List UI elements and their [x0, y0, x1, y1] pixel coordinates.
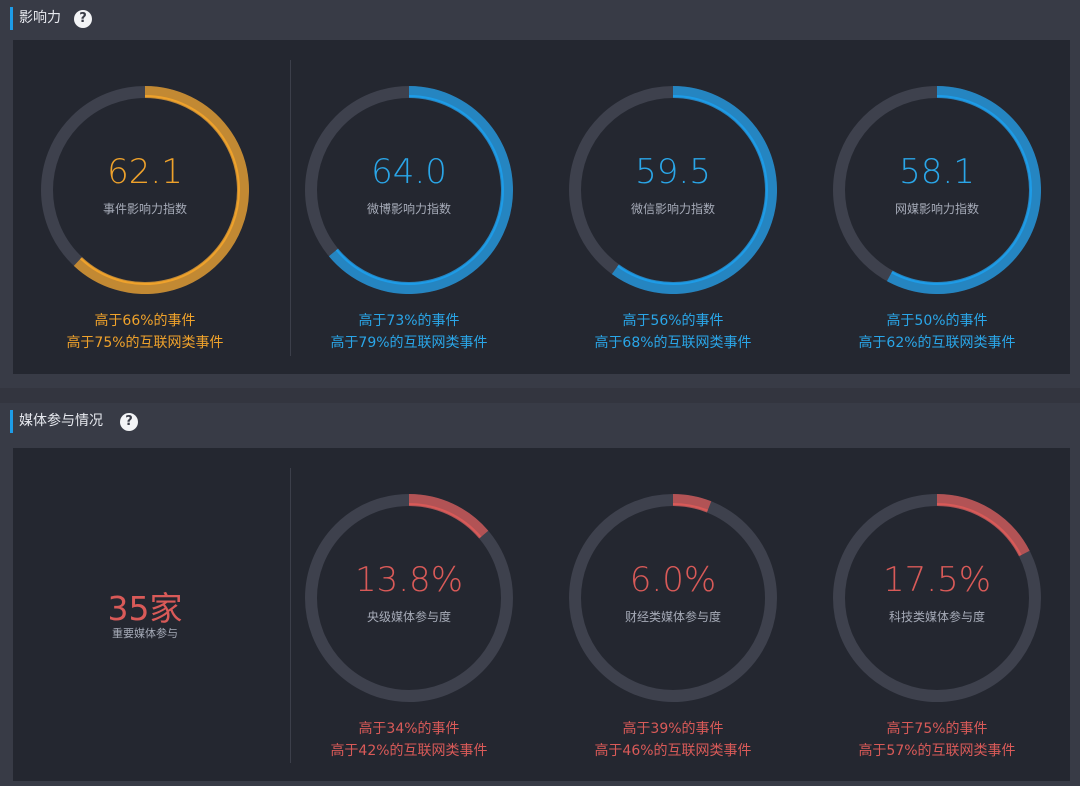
gauge-label: 事件影响力指数 — [102, 202, 187, 216]
influence-title: 影响力 — [19, 10, 61, 26]
gauge-card: 17.5% 科技类媒体参与度 高于75%的事件高于57%的互联网类事件 — [805, 494, 1069, 764]
influence-header: 影响力 ? — [0, 0, 1080, 40]
gauge-ring — [41, 86, 249, 294]
gauge-value: 64.0 — [371, 152, 447, 192]
gauge-arc-highlight — [891, 95, 1032, 285]
media-count-label: 重要媒体参与 — [112, 627, 178, 640]
gauge-value: 6.0% — [629, 560, 717, 600]
divider — [290, 468, 291, 763]
gauge-arc-highlight — [335, 95, 504, 285]
gauge-percentile-internet: 高于57%的互联网类事件 — [858, 743, 1016, 759]
gauge-card: 13.8% 央级媒体参与度 高于34%的事件高于42%的互联网类事件 — [277, 494, 541, 764]
influence-section: 影响力 ? 62.1 事件影响力指数 高于66%的事件高于75%的互联网类事件 64.… — [0, 0, 1080, 388]
gauge-card: 62.1 事件影响力指数 高于66%的事件高于75%的互联网类事件 — [13, 86, 277, 356]
gauge-arc — [73, 86, 249, 294]
gauge-percentile-events: 高于56%的事件 — [622, 313, 724, 329]
gauge-value: 17.5% — [882, 560, 991, 600]
section-accent-bar — [10, 7, 13, 30]
gauge-card: 6.0% 财经类媒体参与度 高于39%的事件高于46%的互联网类事件 — [541, 494, 805, 764]
divider — [290, 60, 291, 356]
gauge-arc — [672, 494, 712, 513]
gauge-percentile-internet: 高于42%的互联网类事件 — [330, 743, 488, 759]
gauge-arc-highlight — [79, 95, 240, 285]
gauge-arc — [936, 494, 1030, 557]
gauge-value: 58.1 — [899, 152, 975, 192]
gauge-card: 59.5 微信影响力指数 高于56%的事件高于68%的互联网类事件 — [541, 86, 805, 356]
media-section: 媒体参与情况 ? 35家 重要媒体参与 13.8% 央级媒体参与度 高于34%的事件… — [0, 403, 1080, 786]
gauge-percentile-events: 高于75%的事件 — [886, 721, 988, 737]
gauge-label: 网媒影响力指数 — [894, 202, 979, 216]
gauge-ring — [305, 86, 513, 294]
gauge-percentile-internet: 高于46%的互联网类事件 — [594, 743, 752, 759]
media-count: 35家 — [107, 589, 183, 628]
media-header: 媒体参与情况 ? — [0, 403, 1080, 443]
gauge-percentile-internet: 高于75%的互联网类事件 — [66, 335, 224, 351]
media-panel: 35家 重要媒体参与 13.8% 央级媒体参与度 高于34%的事件高于42%的互联网… — [13, 448, 1070, 781]
gauge-arc — [408, 494, 489, 539]
gauge-arc-highlight — [672, 503, 708, 512]
gauge-arc — [886, 86, 1041, 294]
gauge-percentile-events: 高于39%的事件 — [622, 721, 724, 737]
gauge-label: 科技类媒体参与度 — [888, 610, 985, 624]
gauge-percentile-events: 高于73%的事件 — [358, 313, 460, 329]
gauge-label: 央级媒体参与度 — [366, 610, 451, 624]
gauge-ring — [305, 494, 513, 702]
gauge-value: 59.5 — [635, 152, 711, 192]
gauge-label: 财经类媒体参与度 — [624, 610, 721, 624]
gauge-percentile-internet: 高于68%的互联网类事件 — [594, 335, 752, 351]
gauge-card: 58.1 网媒影响力指数 高于50%的事件高于62%的互联网类事件 — [805, 86, 1069, 356]
gauge-value: 62.1 — [107, 152, 183, 192]
media-title: 媒体参与情况 — [19, 413, 103, 429]
question-circle-icon[interactable]: ? — [74, 10, 92, 28]
gauge-percentile-internet: 高于62%的互联网类事件 — [858, 335, 1016, 351]
question-circle-icon[interactable]: ? — [120, 413, 138, 431]
gauge-percentile-events: 高于34%的事件 — [358, 721, 460, 737]
influence-panel: 62.1 事件影响力指数 高于66%的事件高于75%的互联网类事件 64.0 微博影响力… — [13, 40, 1070, 374]
gauge-value: 13.8% — [354, 560, 463, 600]
gauge-label: 微博影响力指数 — [366, 202, 451, 216]
gauge-ring — [569, 86, 777, 294]
gauge-arc-highlight — [617, 95, 768, 285]
gauge-ring — [569, 494, 777, 702]
gauge-card: 64.0 微博影响力指数 高于73%的事件高于79%的互联网类事件 — [277, 86, 541, 356]
gauge-percentile-events: 高于66%的事件 — [94, 313, 196, 329]
gauge-percentile-events: 高于50%的事件 — [886, 313, 988, 329]
gauge-arc — [328, 86, 513, 294]
gauge-arc — [611, 86, 777, 294]
gauge-arc-highlight — [408, 503, 482, 538]
gauge-arc-highlight — [936, 503, 1022, 556]
gauge-ring — [833, 86, 1041, 294]
section-accent-bar — [10, 410, 13, 433]
gauge-label: 微信影响力指数 — [630, 202, 715, 216]
gauge-percentile-internet: 高于79%的互联网类事件 — [330, 335, 488, 351]
gauge-ring — [833, 494, 1041, 702]
